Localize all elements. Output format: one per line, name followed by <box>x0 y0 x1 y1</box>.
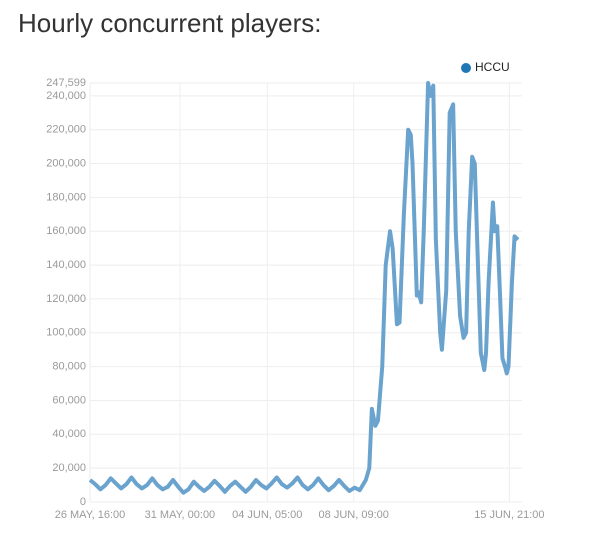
y-tick-label: 40,000 <box>52 428 86 440</box>
y-tick-label: 220,000 <box>46 124 86 136</box>
x-tick-label: 26 MAY, 16:00 <box>55 509 126 521</box>
y-tick-label: 0 <box>80 496 86 508</box>
y-tick-label: 200,000 <box>46 157 86 169</box>
y-tick-label: 247,599 <box>46 77 86 89</box>
y-tick-label: 120,000 <box>46 293 86 305</box>
x-tick-label: 15 JUN, 21:00 <box>474 509 544 521</box>
y-tick-label: 20,000 <box>52 462 86 474</box>
y-tick-label: 140,000 <box>46 259 86 271</box>
legend-marker <box>461 63 471 73</box>
y-tick-label: 80,000 <box>52 361 86 373</box>
x-tick-label: 04 JUN, 05:00 <box>232 509 302 521</box>
line <box>88 81 520 495</box>
y-tick-label: 60,000 <box>52 394 86 406</box>
legend-label: HCCU <box>475 60 510 74</box>
x-tick-label: 08 JUN, 09:00 <box>319 509 389 521</box>
x-tick-label: 31 MAY, 00:00 <box>145 509 216 521</box>
y-tick-label: 180,000 <box>46 191 86 203</box>
y-tick-label: 160,000 <box>46 225 86 237</box>
chart-title: Hourly concurrent players: <box>18 8 321 38</box>
y-tick-label: 240,000 <box>46 90 86 102</box>
y-tick-label: 100,000 <box>46 327 86 339</box>
